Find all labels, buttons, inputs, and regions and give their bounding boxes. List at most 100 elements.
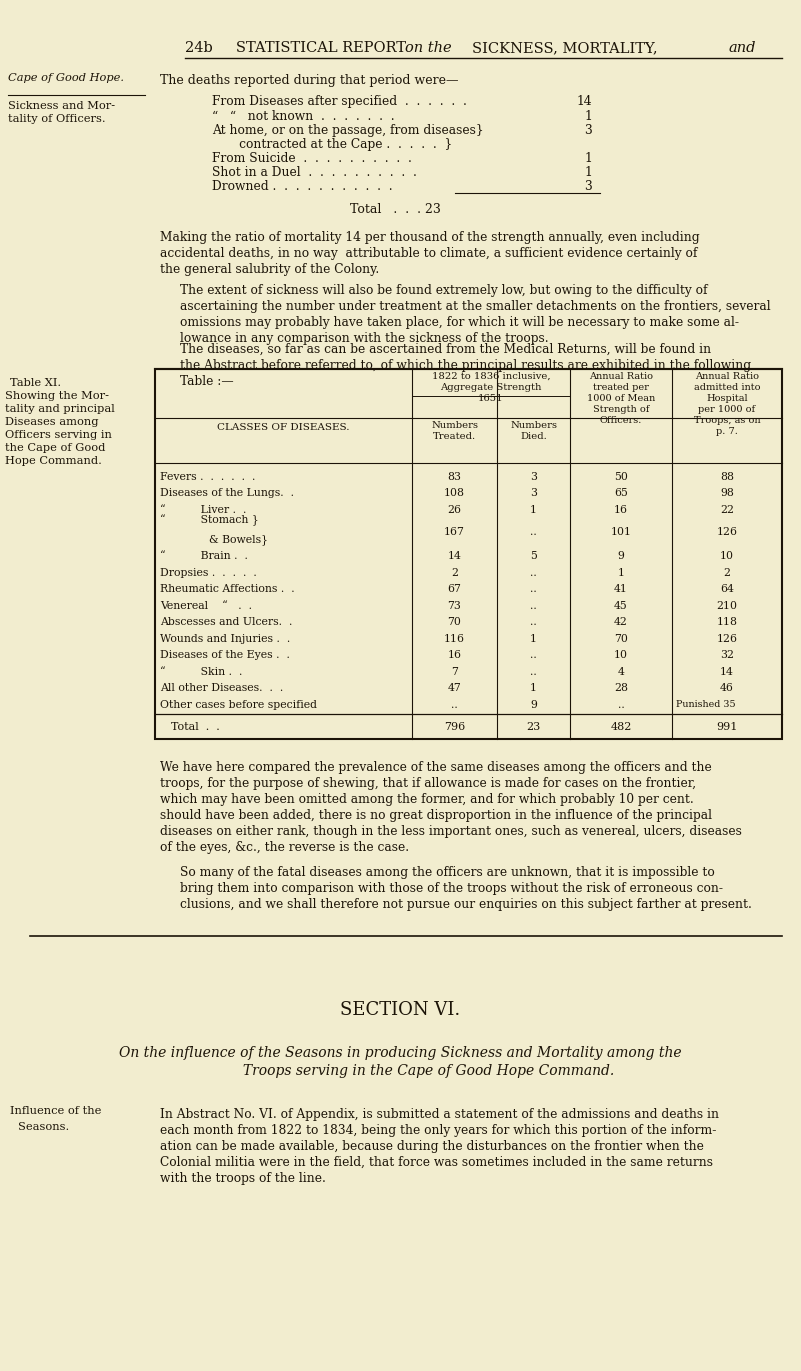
Text: 1: 1 (584, 152, 592, 165)
Text: 47: 47 (448, 683, 461, 694)
Text: and: and (728, 41, 755, 55)
Text: The deaths reported during that period were—: The deaths reported during that period w… (160, 74, 458, 86)
Text: 126: 126 (717, 526, 738, 537)
Text: 167: 167 (444, 526, 465, 537)
Text: Rheumatic Affections .  .: Rheumatic Affections . . (160, 584, 295, 594)
Text: 5: 5 (530, 551, 537, 561)
Text: From Suicide  .  .  .  .  .  .  .  .  .  .: From Suicide . . . . . . . . . . (212, 152, 412, 165)
Bar (155, 369, 782, 739)
Text: 2: 2 (723, 568, 731, 577)
Text: 73: 73 (448, 600, 461, 610)
Text: 10: 10 (720, 551, 734, 561)
Text: 64: 64 (720, 584, 734, 594)
Text: The diseases, so far as can be ascertained from the Medical Returns, will be fou: The diseases, so far as can be ascertain… (180, 343, 751, 388)
Text: Showing the Mor-: Showing the Mor- (5, 391, 109, 400)
Text: From Diseases after specified  .  .  .  .  .  .: From Diseases after specified . . . . . … (212, 95, 467, 108)
Text: 126: 126 (717, 633, 738, 644)
Text: 10: 10 (614, 650, 628, 661)
Text: 1: 1 (618, 568, 625, 577)
Text: “   “   not known  .  .  .  .  .  .  .: “ “ not known . . . . . . . (212, 110, 395, 123)
Text: 28: 28 (614, 683, 628, 694)
Text: In Abstract No. VI. of Appendix, is submitted a statement of the admissions and : In Abstract No. VI. of Appendix, is subm… (160, 1108, 719, 1185)
Text: ..: .. (530, 568, 537, 577)
Text: tality of Officers.: tality of Officers. (8, 114, 106, 123)
Text: At home, or on the passage, from diseases}: At home, or on the passage, from disease… (212, 123, 484, 137)
Text: “          Liver .  .: “ Liver . . (160, 505, 247, 515)
Text: Cape of Good Hope.: Cape of Good Hope. (8, 73, 124, 84)
Text: On the influence of the Seasons in producing Sickness and Mortality among the
  : On the influence of the Seasons in produ… (119, 1046, 682, 1078)
Text: 991: 991 (716, 723, 738, 732)
Text: 70: 70 (614, 633, 628, 644)
Text: 88: 88 (720, 472, 734, 483)
Text: Numbers
Treated.: Numbers Treated. (431, 421, 478, 441)
Text: SECTION VI.: SECTION VI. (340, 1001, 461, 1019)
Text: Officers serving in: Officers serving in (5, 430, 112, 440)
Text: tality and principal: tality and principal (5, 404, 115, 414)
Text: Diseases of the Lungs.  .: Diseases of the Lungs. . (160, 488, 294, 499)
Text: Making the ratio of mortality 14 per thousand of the strength annually, even inc: Making the ratio of mortality 14 per tho… (160, 230, 699, 276)
Text: on the: on the (405, 41, 452, 55)
Text: 42: 42 (614, 617, 628, 627)
Text: Total  .  .: Total . . (171, 723, 219, 732)
Text: 14: 14 (720, 666, 734, 677)
Text: Diseases of the Eyes .  .: Diseases of the Eyes . . (160, 650, 290, 661)
Text: Seasons.: Seasons. (18, 1121, 69, 1131)
Text: CLASSES OF DISEASES.: CLASSES OF DISEASES. (217, 424, 350, 432)
Text: SICKNESS, MORTALITY,: SICKNESS, MORTALITY, (472, 41, 658, 55)
Text: contracted at the Cape .  .  .  .  .  }: contracted at the Cape . . . . . } (212, 138, 453, 151)
Text: Diseases among: Diseases among (5, 417, 99, 426)
Text: 67: 67 (448, 584, 461, 594)
Text: Other cases before specified: Other cases before specified (160, 699, 317, 710)
Text: 50: 50 (614, 472, 628, 483)
Text: Hope Command.: Hope Command. (5, 457, 102, 466)
Text: We have here compared the prevalence of the same diseases among the officers and: We have here compared the prevalence of … (160, 761, 742, 854)
Text: 116: 116 (444, 633, 465, 644)
Text: 26: 26 (448, 505, 461, 515)
Text: Shot in a Duel  .  .  .  .  .  .  .  .  .  .: Shot in a Duel . . . . . . . . . . (212, 166, 417, 180)
Text: Annual Ratio
admitted into
Hospital
per 1000 of
Troops, as on
p. 7.: Annual Ratio admitted into Hospital per … (694, 372, 760, 436)
Text: “          Brain .  .: “ Brain . . (160, 551, 248, 561)
Text: 41: 41 (614, 584, 628, 594)
Text: 24b     STATISTICAL REPORT: 24b STATISTICAL REPORT (185, 41, 406, 55)
Text: ..: .. (530, 617, 537, 627)
Text: 3: 3 (584, 123, 592, 137)
Text: 16: 16 (614, 505, 628, 515)
Text: 101: 101 (610, 526, 631, 537)
Text: Dropsies .  .  .  .  .: Dropsies . . . . . (160, 568, 257, 577)
Text: 3: 3 (584, 180, 592, 193)
Text: 23: 23 (526, 723, 541, 732)
Text: 83: 83 (448, 472, 461, 483)
Text: 1: 1 (530, 505, 537, 515)
Text: 1: 1 (584, 166, 592, 180)
Text: 4: 4 (618, 666, 625, 677)
Text: 2: 2 (451, 568, 458, 577)
Text: All other Diseases.  .  .: All other Diseases. . . (160, 683, 284, 694)
Text: 1: 1 (530, 633, 537, 644)
Text: 98: 98 (720, 488, 734, 499)
Text: 7: 7 (451, 666, 458, 677)
Text: ..: .. (530, 666, 537, 677)
Text: Wounds and Injuries .  .: Wounds and Injuries . . (160, 633, 290, 644)
Text: Sickness and Mor-: Sickness and Mor- (8, 101, 115, 111)
Text: ..: .. (530, 526, 537, 537)
Text: 45: 45 (614, 600, 628, 610)
Text: 482: 482 (610, 723, 632, 732)
Text: 108: 108 (444, 488, 465, 499)
Text: ..: .. (530, 600, 537, 610)
Text: Table XI.: Table XI. (10, 378, 61, 388)
Text: Fevers .  .  .  .  .  .: Fevers . . . . . . (160, 472, 256, 483)
Text: Annual Ratio
treated per
1000 of Mean
Strength of
Officers.: Annual Ratio treated per 1000 of Mean St… (587, 372, 655, 425)
Text: 210: 210 (717, 600, 738, 610)
Text: 9: 9 (530, 699, 537, 710)
Text: Abscesses and Ulcers.  .: Abscesses and Ulcers. . (160, 617, 292, 627)
Text: 3: 3 (530, 472, 537, 483)
Text: Venereal    “   .  .: Venereal “ . . (160, 600, 252, 610)
Text: ..: .. (618, 699, 624, 710)
Text: The extent of sickness will also be found extremely low, but owing to the diffic: The extent of sickness will also be foun… (180, 284, 771, 345)
Text: 22: 22 (720, 505, 734, 515)
Text: “          Skin .  .: “ Skin . . (160, 666, 243, 677)
Text: 1822 to 1836 inclusive,
Aggregate Strength
1651: 1822 to 1836 inclusive, Aggregate Streng… (432, 372, 550, 403)
Text: 1: 1 (584, 110, 592, 123)
Text: “          Stomach }: “ Stomach } (160, 514, 259, 526)
Text: Punished 35: Punished 35 (676, 701, 735, 709)
